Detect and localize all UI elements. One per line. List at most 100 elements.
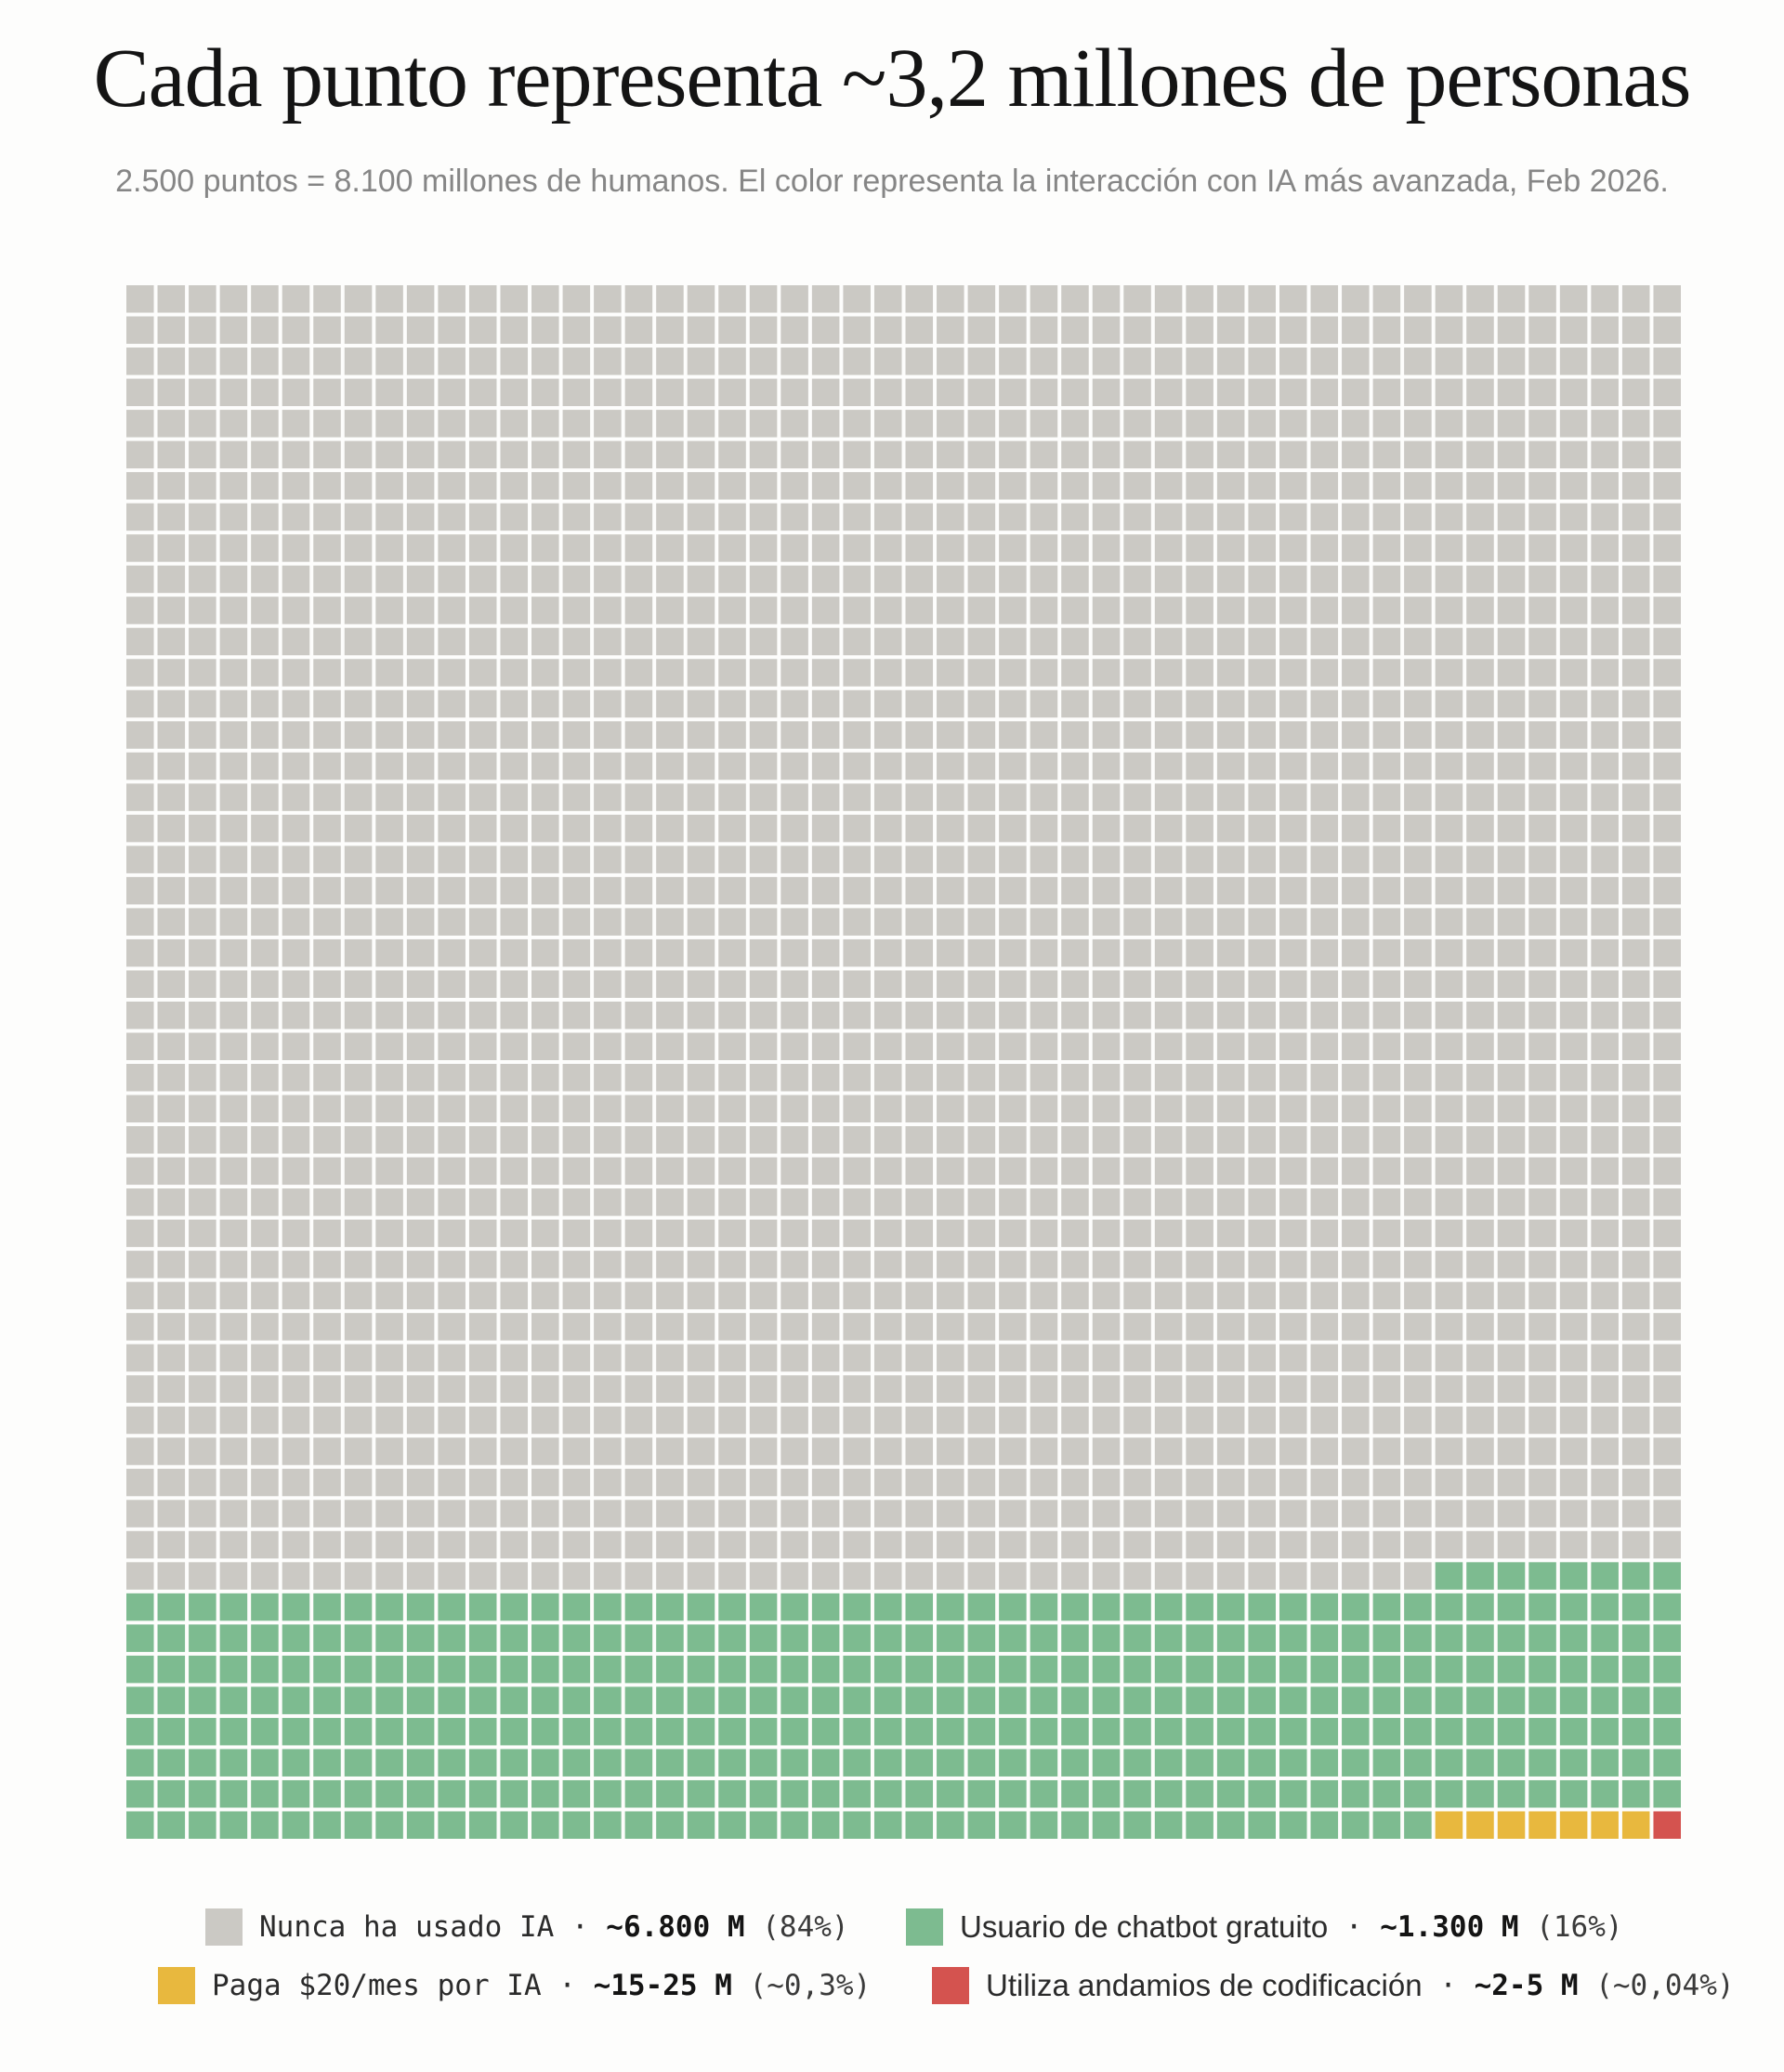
waffle-dot bbox=[1154, 1375, 1183, 1403]
waffle-dot bbox=[718, 846, 746, 873]
waffle-dot bbox=[1528, 1624, 1556, 1652]
waffle-dot bbox=[1154, 1468, 1183, 1497]
waffle-dot bbox=[780, 1375, 808, 1403]
waffle-dot bbox=[999, 1064, 1027, 1092]
waffle-dot bbox=[905, 1530, 934, 1559]
waffle-dot bbox=[251, 410, 279, 438]
waffle-dot bbox=[1404, 1811, 1432, 1839]
waffle-dot bbox=[1372, 1157, 1401, 1186]
waffle-dot bbox=[905, 503, 934, 531]
waffle-dot bbox=[251, 1717, 279, 1746]
waffle-dot bbox=[1123, 1468, 1151, 1497]
waffle-dot bbox=[999, 534, 1027, 562]
waffle-dot bbox=[1621, 503, 1650, 531]
waffle-dot bbox=[1497, 285, 1526, 313]
waffle-dot bbox=[1466, 1001, 1494, 1029]
waffle-dot bbox=[624, 1344, 653, 1372]
waffle-dot bbox=[749, 1157, 778, 1186]
waffle-dot bbox=[594, 814, 622, 843]
waffle-dot bbox=[687, 1281, 715, 1310]
waffle-dot bbox=[1497, 1717, 1526, 1746]
waffle-dot bbox=[749, 721, 778, 749]
waffle-dot bbox=[1342, 1593, 1370, 1621]
waffle-dot bbox=[531, 783, 559, 811]
waffle-dot bbox=[126, 1281, 154, 1310]
waffle-dot bbox=[1621, 846, 1650, 873]
waffle-dot bbox=[531, 597, 559, 624]
waffle-dot bbox=[1435, 1188, 1463, 1216]
waffle-dot bbox=[780, 1406, 808, 1435]
waffle-dot bbox=[1092, 285, 1121, 313]
waffle-dot bbox=[406, 1686, 435, 1714]
waffle-dot bbox=[1559, 908, 1588, 936]
waffle-dot bbox=[1404, 565, 1432, 594]
waffle-dot bbox=[126, 316, 154, 345]
waffle-dot bbox=[1621, 1593, 1650, 1621]
waffle-dot bbox=[1310, 1344, 1339, 1372]
waffle-dot bbox=[1591, 1624, 1619, 1652]
waffle-dot bbox=[1123, 378, 1151, 407]
waffle-dot bbox=[905, 1313, 934, 1341]
waffle-dot bbox=[282, 1717, 310, 1746]
waffle-dot bbox=[1466, 1779, 1494, 1808]
waffle-dot bbox=[1030, 472, 1058, 500]
waffle-dot bbox=[1186, 1779, 1213, 1808]
waffle-dot bbox=[624, 1001, 653, 1029]
waffle-dot bbox=[843, 1468, 871, 1497]
waffle-dot bbox=[1559, 1032, 1588, 1060]
waffle-dot bbox=[687, 783, 715, 811]
waffle-dot bbox=[1310, 1375, 1339, 1403]
waffle-dot bbox=[1216, 1811, 1245, 1839]
waffle-dot bbox=[406, 1344, 435, 1372]
waffle-dot bbox=[905, 285, 934, 313]
waffle-dot bbox=[1248, 1064, 1276, 1092]
waffle-dot bbox=[687, 1157, 715, 1186]
waffle-dot bbox=[843, 1001, 871, 1029]
waffle-dot bbox=[219, 565, 248, 594]
waffle-dot bbox=[1497, 721, 1526, 749]
waffle-dot bbox=[1466, 1437, 1494, 1465]
waffle-dot bbox=[843, 1251, 871, 1279]
waffle-dot bbox=[1653, 410, 1681, 438]
waffle-dot bbox=[1435, 689, 1463, 718]
waffle-dot bbox=[468, 1562, 497, 1590]
waffle-dot bbox=[1435, 1126, 1463, 1154]
waffle-dot bbox=[189, 1157, 216, 1186]
waffle-dot bbox=[562, 1562, 591, 1590]
waffle-dot bbox=[189, 1624, 216, 1652]
waffle-dot bbox=[1497, 1562, 1526, 1590]
waffle-dot bbox=[344, 876, 373, 905]
waffle-dot bbox=[1466, 1126, 1494, 1154]
waffle-dot bbox=[251, 1562, 279, 1590]
waffle-dot bbox=[438, 1126, 466, 1154]
waffle-dot bbox=[251, 1686, 279, 1714]
waffle-dot bbox=[811, 1313, 840, 1341]
chart-title: Cada punto representa ~3,2 millones de p… bbox=[93, 33, 1692, 125]
waffle-dot bbox=[1154, 565, 1183, 594]
waffle-dot bbox=[594, 503, 622, 531]
waffle-dot bbox=[344, 1406, 373, 1435]
waffle-dot bbox=[219, 1188, 248, 1216]
waffle-dot bbox=[1404, 1032, 1432, 1060]
waffle-dot bbox=[1092, 1530, 1121, 1559]
waffle-dot bbox=[873, 285, 902, 313]
waffle-dot bbox=[1466, 1219, 1494, 1248]
waffle-dot bbox=[375, 316, 403, 345]
waffle-dot bbox=[1279, 597, 1307, 624]
waffle-dot bbox=[219, 752, 248, 780]
waffle-dot bbox=[1621, 721, 1650, 749]
waffle-dot bbox=[1123, 1344, 1151, 1372]
waffle-dot bbox=[594, 908, 622, 936]
waffle-dot bbox=[562, 1001, 591, 1029]
waffle-dot bbox=[406, 970, 435, 998]
waffle-dot bbox=[282, 1313, 310, 1341]
waffle-dot bbox=[1653, 659, 1681, 687]
waffle-dot bbox=[1248, 1717, 1276, 1746]
legend-item-paid: Paga $20/mes por IA · ~15-25 M (~0,3%) bbox=[158, 1965, 871, 2006]
waffle-dot bbox=[219, 1251, 248, 1279]
waffle-dot bbox=[780, 348, 808, 375]
waffle-dot bbox=[624, 1095, 653, 1123]
waffle-dot bbox=[780, 1717, 808, 1746]
waffle-dot bbox=[219, 597, 248, 624]
waffle-dot bbox=[1279, 752, 1307, 780]
